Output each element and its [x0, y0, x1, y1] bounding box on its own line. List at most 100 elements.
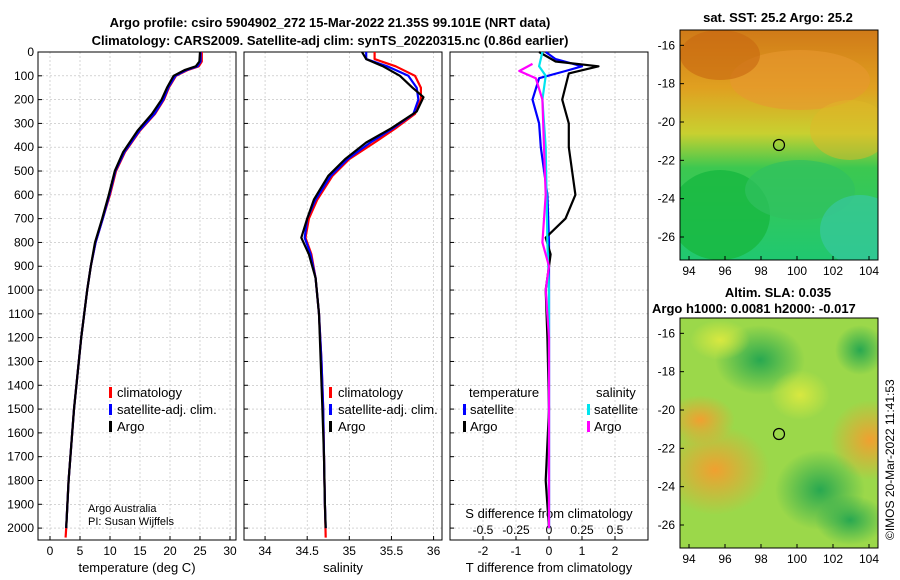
map-x-tick-label: 102 [823, 552, 843, 566]
map-x-tick-label: 104 [859, 552, 879, 566]
map-y-tick-label: -24 [658, 480, 676, 494]
series-line-argo [300, 51, 425, 529]
legend-label-s-argo: Argo [594, 419, 621, 434]
y-tick-label: 1100 [8, 307, 34, 321]
y-tick-label: 1200 [7, 331, 34, 345]
argo-position-marker-sla [772, 427, 786, 441]
y-tick-label: 800 [14, 235, 34, 249]
map-x-tick-label: 100 [787, 552, 807, 566]
header-line-1: Argo profile: csiro 5904902_272 15-Mar-2… [110, 15, 551, 30]
y-tick-label: 900 [14, 259, 34, 273]
x-tick-label: 1 [579, 544, 586, 558]
map-y-tick-label: -22 [658, 153, 676, 167]
x-tick-label: 15 [133, 544, 147, 558]
x-tick-label: 0 [47, 544, 54, 558]
legend-swatch-satellite [329, 404, 332, 415]
series-line-climatology [304, 52, 422, 538]
y-tick-label: 0 [27, 45, 34, 59]
map-y-tick-label: -22 [658, 441, 676, 455]
legend-label-s-satellite: satellite [594, 402, 638, 417]
header-line-2: Climatology: CARS2009. Satellite-adj cli… [92, 33, 569, 48]
x-axis-label: salinity [323, 560, 363, 575]
legend-swatch-climatology [109, 387, 112, 398]
legend-label-argo: Argo [117, 419, 144, 434]
legend-label-satellite: satellite-adj. clim. [338, 402, 438, 417]
x-tick-label-secondary: -0.5 [473, 523, 494, 537]
x-tick-label: 20 [163, 544, 177, 558]
map-y-tick-label: -26 [658, 518, 676, 532]
map-y-tick-label: -16 [658, 326, 676, 340]
x-tick-label: -1 [511, 544, 522, 558]
legend-swatch-climatology [329, 387, 332, 398]
legend-label-climatology: climatology [338, 385, 404, 400]
x-tick-label: 5 [77, 544, 84, 558]
x-tick-label: 35 [343, 544, 357, 558]
legend-label-t-argo: Argo [470, 419, 497, 434]
map-x-tick-label: 100 [787, 264, 807, 278]
y-tick-label: 1500 [7, 402, 34, 416]
series-line-temperature-argo [538, 51, 600, 529]
y-tick-label: 2000 [7, 521, 34, 535]
map-y-tick-label: -16 [658, 38, 676, 52]
legend-swatch-s-argo [587, 421, 590, 432]
x-tick-label-secondary: -0.25 [502, 523, 530, 537]
map-x-tick-label: 96 [718, 552, 732, 566]
sla-map-image [680, 318, 878, 548]
x-axis-label: T difference from climatology [466, 560, 633, 575]
y-tick-label: 700 [14, 212, 34, 226]
y-tick-label: 1000 [7, 283, 34, 297]
x-tick-label-secondary: 0.5 [607, 523, 624, 537]
difference-legend: temperature salinity satellite Argo sate… [463, 385, 638, 434]
timestamp-stamp: ©IMOS 20-Mar-2022 11:41:53 [883, 379, 897, 540]
credit-line-1: Argo Australia [88, 503, 157, 515]
sla-map-axes: 94 96 98 100 102 104 -16 -18 -20 -22 -24 -26 [658, 326, 880, 566]
map-y-tick-label: -26 [658, 230, 676, 244]
y-tick-label: 1300 [7, 354, 34, 368]
legend-swatch-argo [329, 421, 332, 432]
credit-line-2: PI: Susan Wijffels [88, 516, 174, 528]
map-x-tick-label: 104 [859, 264, 879, 278]
sst-map-title: sat. SST: 25.2 Argo: 25.2 [703, 10, 853, 25]
y-tick-label: 1700 [7, 450, 34, 464]
salinity-legend: climatology satellite-adj. clim. Argo [329, 385, 438, 434]
legend-swatch-t-argo [463, 421, 466, 432]
x-tick-label: 25 [193, 544, 207, 558]
temperature-panel: 0 5 10 15 20 25 300100200300400500600700800900… [7, 45, 237, 575]
x-tick-label: 2 [612, 544, 619, 558]
x-tick-label: 0 [546, 544, 553, 558]
sst-map-axes: 94 96 98 100 102 104 -16 -18 -20 -22 -24 -26 [658, 38, 880, 278]
x-tick-label-secondary: 0.25 [570, 523, 594, 537]
temperature-legend: climatology satellite-adj. clim. Argo [109, 385, 217, 434]
y-tick-label: 1900 [7, 497, 34, 511]
legend-label-climatology: climatology [117, 385, 183, 400]
sla-map-title: Altim. SLA: 0.035 [725, 285, 831, 300]
x-tick-label: 30 [223, 544, 237, 558]
map-x-tick-label: 96 [718, 264, 732, 278]
y-tick-label: 200 [14, 93, 34, 107]
map-y-tick-label: -20 [658, 403, 676, 417]
y-tick-label: 1600 [7, 426, 34, 440]
legend-label-satellite: satellite-adj. clim. [117, 402, 217, 417]
legend-swatch-satellite [109, 404, 112, 415]
x-tick-label: 10 [103, 544, 117, 558]
x-tick-label: 34.5 [296, 544, 320, 558]
map-y-tick-label: -18 [658, 77, 676, 91]
map-x-tick-label: 94 [682, 264, 696, 278]
map-x-tick-label: 94 [682, 552, 696, 566]
map-x-tick-label: 102 [823, 264, 843, 278]
legend-swatch-argo [109, 421, 112, 432]
legend-swatch-t-satellite [463, 404, 466, 415]
map-x-tick-label: 98 [754, 264, 768, 278]
plot-frame [243, 51, 443, 541]
y-tick-label: 1800 [7, 473, 34, 487]
map-x-tick-label: 98 [754, 552, 768, 566]
legend-group-salinity: salinity [596, 385, 636, 400]
y-tick-label: 400 [14, 140, 34, 154]
y-tick-label: 300 [14, 116, 34, 130]
y-tick-label: 100 [14, 69, 34, 83]
argo-position-marker-sst [772, 138, 786, 152]
salinity-panel: 34 34.5 35 35.5 36 salinity [243, 51, 443, 575]
legend-swatch-s-satellite [587, 404, 590, 415]
